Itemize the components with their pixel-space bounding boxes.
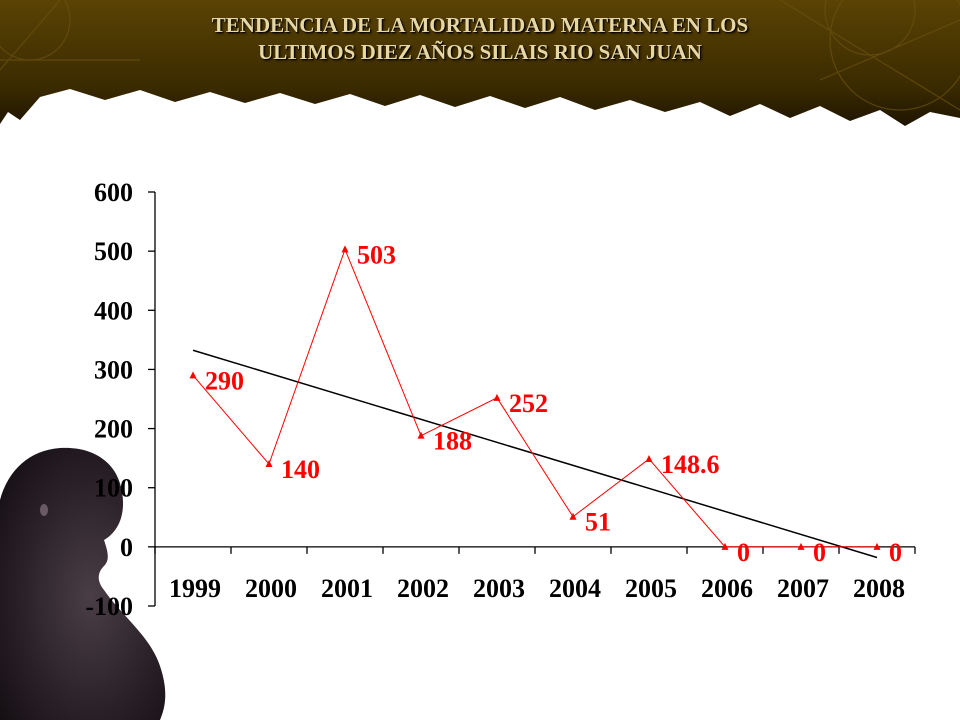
data-label-2002: 188: [433, 427, 472, 456]
data-point-2004: [569, 512, 577, 520]
trendline: [192, 349, 878, 559]
x-tick-label: 2001: [321, 574, 373, 603]
x-tick-label: 2008: [853, 574, 905, 603]
data-label-2008: 0: [889, 538, 902, 567]
y-tick-label: 300: [94, 355, 133, 384]
data-point-2007: [797, 542, 805, 550]
page-title: TENDENCIA DE LA MORTALIDAD MATERNA EN LO…: [0, 12, 960, 66]
data-point-2003: [493, 393, 501, 401]
y-tick-label: 600: [94, 178, 133, 207]
pregnant-woman-silhouette: [0, 447, 166, 720]
x-tick-label: 2002: [397, 574, 449, 603]
x-tick-label: 2006: [701, 574, 753, 603]
title-line-2: ULTIMOS DIEZ AÑOS SILAIS RIO SAN JUAN: [258, 40, 702, 64]
y-tick-label: -100: [85, 592, 133, 621]
x-tick-label: 2004: [549, 574, 601, 603]
data-point-2001: [341, 245, 349, 253]
data-label-2005: 148.6: [661, 450, 720, 479]
data-label-2001: 503: [357, 240, 396, 269]
title-banner: [0, 0, 960, 126]
x-tick-label: 2000: [245, 574, 297, 603]
data-point-2002: [417, 431, 425, 439]
data-label-2006: 0: [737, 538, 750, 567]
data-label-2003: 252: [509, 389, 548, 418]
x-tick-label: 2007: [777, 574, 829, 603]
y-tick-label: 500: [94, 237, 133, 266]
data-point-2000: [265, 460, 273, 468]
y-tick-label: 0: [120, 533, 133, 562]
data-point-1999: [189, 371, 197, 379]
data-label-2000: 140: [281, 455, 320, 484]
y-tick-label: 200: [94, 415, 133, 444]
data-point-2006: [721, 542, 729, 550]
data-label-1999: 290: [205, 366, 244, 395]
data-point-2008: [873, 542, 881, 550]
data-label-2004: 51: [585, 508, 611, 537]
y-tick-label: 100: [94, 474, 133, 503]
series-line: [192, 247, 877, 548]
x-tick-label: 2003: [473, 574, 525, 603]
title-line-1: TENDENCIA DE LA MORTALIDAD MATERNA EN LO…: [211, 13, 749, 37]
x-tick-label: 1999: [169, 574, 221, 603]
data-label-2007: 0: [813, 538, 826, 567]
data-point-2005: [645, 454, 653, 462]
x-tick-label: 2005: [625, 574, 677, 603]
y-tick-label: 400: [94, 296, 133, 325]
